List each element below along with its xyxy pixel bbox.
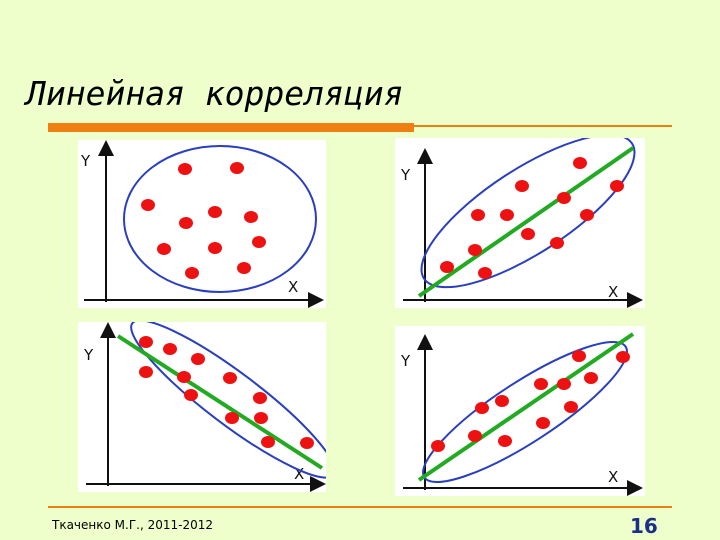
data-point <box>261 436 275 448</box>
scatter-diagram-positive-strong: Y X <box>400 332 643 496</box>
data-point <box>550 237 564 249</box>
data-point <box>478 267 492 279</box>
data-point <box>498 435 512 447</box>
data-point <box>208 206 222 218</box>
data-point <box>572 350 586 362</box>
data-points <box>431 350 630 452</box>
y-axis-label: Y <box>83 346 94 364</box>
data-point <box>178 163 192 175</box>
data-point <box>177 371 191 383</box>
data-point <box>468 430 482 442</box>
data-point <box>475 402 489 414</box>
page-number: 16 <box>630 514 658 538</box>
panel-positive-weak: Y X <box>395 138 645 308</box>
data-point <box>557 192 571 204</box>
data-point <box>471 209 485 221</box>
data-point <box>564 401 578 413</box>
data-point <box>254 412 268 424</box>
data-point <box>573 157 587 169</box>
trend-line <box>116 334 324 470</box>
correlation-ellipse <box>130 322 326 479</box>
scatter-diagram-negative-strong: Y X <box>83 322 326 492</box>
data-point <box>495 395 509 407</box>
slide-title: Линейная корреляция <box>26 74 404 113</box>
data-point <box>536 417 550 429</box>
scatter-diagram-positive-weak: Y X <box>400 138 643 308</box>
data-point <box>244 211 258 223</box>
data-point <box>252 236 266 248</box>
data-point <box>253 392 267 404</box>
data-point <box>610 180 624 192</box>
data-point <box>157 243 171 255</box>
data-points <box>440 157 624 279</box>
data-point <box>584 372 598 384</box>
data-points <box>141 162 266 279</box>
footer-rule <box>48 506 672 508</box>
footer-author: Ткаченко М.Г., 2011-2012 <box>52 518 213 532</box>
data-point <box>500 209 514 221</box>
data-point <box>208 242 222 254</box>
data-point <box>300 437 314 449</box>
data-point <box>237 262 251 274</box>
data-point <box>141 199 155 211</box>
data-point <box>191 353 205 365</box>
panel-positive-strong: Y X <box>395 326 645 496</box>
data-point <box>431 440 445 452</box>
title-underline-rule <box>414 125 672 127</box>
x-axis-label: X <box>608 468 618 486</box>
title-underline-bar <box>48 123 414 132</box>
data-point <box>440 261 454 273</box>
y-axis-label: Y <box>400 352 411 370</box>
scatter-diagram-no-correlation: Y X <box>80 140 324 308</box>
x-axis-label: X <box>288 278 298 296</box>
data-point <box>139 336 153 348</box>
correlation-ellipse <box>123 145 317 293</box>
y-axis-label: Y <box>80 152 91 170</box>
data-point <box>184 389 198 401</box>
data-point <box>515 180 529 192</box>
data-point <box>223 372 237 384</box>
data-point <box>468 244 482 256</box>
data-point <box>521 228 535 240</box>
data-point <box>557 378 571 390</box>
x-axis-label: X <box>294 465 304 483</box>
y-axis-label: Y <box>400 166 411 184</box>
trend-line <box>417 146 635 298</box>
data-point <box>225 412 239 424</box>
data-point <box>534 378 548 390</box>
data-points <box>139 336 314 449</box>
data-point <box>139 366 153 378</box>
correlation-ellipse <box>420 138 636 289</box>
data-point <box>163 343 177 355</box>
panel-no-correlation: Y X <box>78 140 326 308</box>
data-point <box>185 267 199 279</box>
x-axis-label: X <box>608 283 618 301</box>
data-point <box>616 351 630 363</box>
data-point <box>580 209 594 221</box>
data-point <box>230 162 244 174</box>
data-point <box>179 217 193 229</box>
trend-line <box>417 332 635 482</box>
panel-negative-strong: Y X <box>78 322 326 492</box>
